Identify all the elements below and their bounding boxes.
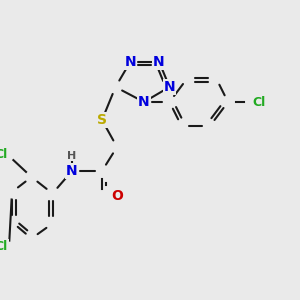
Text: N: N [125,55,136,68]
Text: N: N [153,55,165,68]
Text: Cl: Cl [0,148,8,161]
Text: N: N [138,95,150,109]
Text: Cl: Cl [252,95,265,109]
Text: N: N [66,164,78,178]
Text: N: N [164,80,175,94]
Text: Cl: Cl [0,240,8,253]
Text: S: S [97,113,107,127]
Text: O: O [111,190,123,203]
Text: H: H [68,151,76,160]
